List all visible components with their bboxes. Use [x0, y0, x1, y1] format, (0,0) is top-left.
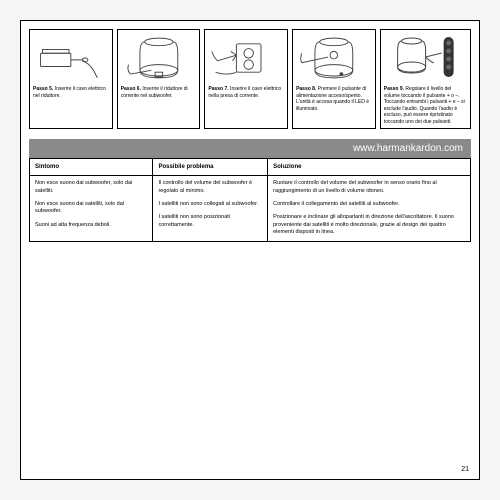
- step-7-illustration: [208, 33, 284, 83]
- solution-3: Posizionare e inclinare gli altoparlanti…: [273, 214, 465, 236]
- problem-3: I satelliti non sono posizionati corrett…: [158, 214, 262, 229]
- th-problem: Possibile problema: [153, 159, 268, 176]
- step-9-body: Regolare il livello del volume toccando …: [384, 86, 465, 125]
- url-text: www.harmankardon.com: [353, 143, 463, 154]
- symptom-2: Non esce suono dai satelliti, solo dal s…: [35, 201, 147, 216]
- troubleshooting-table: Sintomo Possibile problema Soluzione Non…: [29, 158, 471, 242]
- step-9: Passo 9. Regolare il livello del volume …: [380, 29, 471, 129]
- solution-2: Controllare il collegamento dei satellit…: [273, 201, 465, 208]
- step-6-illustration: [121, 33, 197, 83]
- page-number: 21: [461, 466, 469, 473]
- step-7-label: Passo 7.: [208, 86, 228, 92]
- step-9-illustration: [384, 33, 467, 83]
- th-solution: Soluzione: [268, 159, 471, 176]
- step-8: Passo 8. Premere il pulsante di alimenta…: [292, 29, 376, 129]
- step-7-text: Passo 7. Inserire il cavo elettrico nell…: [208, 86, 284, 99]
- problem-2: I satelliti non sono collegati al subwoo…: [158, 201, 262, 208]
- step-8-illustration: [296, 33, 372, 83]
- step-6-label: Passo 6.: [121, 86, 141, 92]
- url-banner: www.harmankardon.com: [29, 139, 471, 158]
- step-7: Passo 7. Inserire il cavo elettrico nell…: [204, 29, 288, 129]
- cell-solutions: Ruotare il controllo del volume del subw…: [268, 176, 471, 242]
- symptom-1: Non esce suono dal subwoofer, solo dai s…: [35, 180, 147, 195]
- step-6: Passo 6. Inserire il riduttore di corren…: [117, 29, 201, 129]
- cell-symptoms: Non esce suono dal subwoofer, solo dai s…: [30, 176, 153, 242]
- problem-1: Il controllo del volume del subwoofer è …: [158, 180, 262, 195]
- table-header-row: Sintomo Possibile problema Soluzione: [30, 159, 471, 176]
- th-symptom: Sintomo: [30, 159, 153, 176]
- step-6-text: Passo 6. Inserire il riduttore di corren…: [121, 86, 197, 99]
- symptom-3: Suoni ad alta frequenza deboli.: [35, 222, 147, 229]
- table-row: Non esce suono dal subwoofer, solo dai s…: [30, 176, 471, 242]
- step-5: Passo 5. Inserire il cavo elettrico nel …: [29, 29, 113, 129]
- step-5-label: Passo 5.: [33, 86, 53, 92]
- step-5-text: Passo 5. Inserire il cavo elettrico nel …: [33, 86, 109, 99]
- step-5-illustration: [33, 33, 109, 83]
- step-9-text: Passo 9. Regolare il livello del volume …: [384, 86, 467, 125]
- solution-1: Ruotare il controllo del volume del subw…: [273, 180, 465, 195]
- step-9-label: Passo 9.: [384, 86, 404, 92]
- steps-row: Passo 5. Inserire il cavo elettrico nel …: [29, 29, 471, 129]
- step-8-text: Passo 8. Premere il pulsante di alimenta…: [296, 86, 372, 112]
- cell-problems: Il controllo del volume del subwoofer è …: [153, 176, 268, 242]
- empty-space: [29, 242, 471, 362]
- manual-page: Passo 5. Inserire il cavo elettrico nel …: [20, 20, 480, 480]
- step-8-label: Passo 8.: [296, 86, 316, 92]
